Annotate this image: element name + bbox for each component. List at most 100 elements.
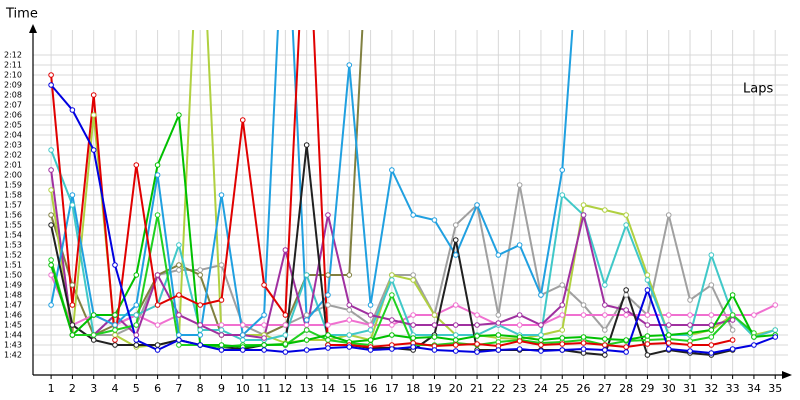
point: [176, 267, 182, 273]
x-tick-label: 5: [133, 382, 140, 395]
point: [282, 322, 289, 328]
point: [602, 342, 608, 348]
point: [751, 312, 757, 318]
point: [261, 282, 267, 288]
point: [729, 346, 736, 352]
point: [176, 342, 182, 348]
point: [495, 332, 502, 338]
point: [389, 167, 395, 173]
point: [772, 334, 779, 340]
point: [772, 327, 779, 333]
point: [48, 302, 54, 308]
point: [687, 322, 693, 328]
x-tick-label: 21: [470, 382, 484, 395]
point: [367, 302, 374, 308]
point: [389, 332, 395, 338]
point: [559, 341, 566, 347]
x-tick-label: 10: [236, 382, 250, 395]
y-tick-label: 2:11: [4, 61, 22, 70]
y-tick-label: 1:51: [4, 261, 22, 270]
point: [154, 212, 161, 218]
point: [325, 337, 331, 343]
x-axis-label: Laps: [743, 82, 773, 97]
point: [729, 292, 736, 298]
point: [133, 312, 140, 318]
point: [389, 277, 395, 283]
y-tick-label: 1:42: [4, 351, 22, 360]
x-tick-label: 33: [726, 382, 740, 395]
point: [239, 337, 246, 343]
grid: [33, 30, 788, 375]
point: [112, 327, 118, 333]
point: [410, 335, 416, 341]
point: [367, 312, 374, 318]
point: [197, 327, 203, 333]
series-line: [50, 214, 755, 349]
x-tick-label: 12: [278, 382, 292, 395]
series-line: [50, 30, 574, 338]
point: [90, 112, 97, 118]
point: [48, 262, 54, 268]
x-tick-label: 15: [342, 382, 356, 395]
x-tick-label: 2: [69, 382, 76, 395]
point: [708, 252, 715, 258]
x-tick-label: 14: [321, 382, 335, 395]
point: [644, 341, 651, 347]
point: [708, 350, 715, 356]
point: [580, 312, 587, 318]
point: [708, 322, 715, 328]
point: [282, 332, 289, 338]
point: [559, 167, 566, 173]
y-tick-label: 2:01: [4, 161, 22, 170]
y-tick-label: 1:49: [4, 281, 22, 290]
x-tick-label: 18: [406, 382, 420, 395]
y-arrow: [29, 24, 37, 33]
point: [69, 302, 76, 308]
y-tick-label: 2:12: [4, 51, 22, 60]
point: [154, 302, 161, 308]
point: [303, 327, 310, 333]
point: [474, 333, 480, 339]
point: [367, 327, 374, 333]
point: [580, 202, 587, 208]
point: [261, 342, 267, 348]
point: [495, 320, 502, 326]
point: [708, 327, 715, 333]
point: [303, 272, 310, 278]
point: [729, 317, 736, 323]
point: [559, 327, 566, 333]
point: [538, 322, 544, 328]
point: [90, 92, 97, 98]
point: [346, 307, 353, 313]
point: [452, 342, 459, 348]
point: [623, 287, 629, 293]
point: [69, 332, 76, 338]
point: [474, 202, 480, 208]
y-tick-label: 2:06: [4, 111, 22, 120]
point: [325, 272, 331, 278]
point: [112, 337, 118, 343]
point: [346, 317, 353, 323]
point: [644, 287, 651, 293]
point: [452, 252, 459, 258]
point: [90, 337, 97, 343]
point: [559, 302, 566, 308]
point: [516, 322, 523, 328]
point: [708, 282, 715, 288]
x-tick-label: 26: [577, 382, 591, 395]
point: [452, 332, 459, 338]
point: [282, 312, 289, 318]
point: [112, 312, 118, 318]
x-tick-label: 17: [385, 382, 399, 395]
point: [154, 322, 161, 328]
point: [580, 212, 587, 218]
point: [389, 346, 395, 352]
y-tick-label: 2:09: [4, 81, 22, 90]
y-tick-label: 1:54: [4, 231, 22, 240]
x-tick-label: 31: [683, 382, 697, 395]
point: [729, 327, 736, 333]
point: [239, 347, 246, 353]
point: [133, 302, 140, 308]
point: [580, 334, 587, 340]
point: [559, 335, 566, 341]
